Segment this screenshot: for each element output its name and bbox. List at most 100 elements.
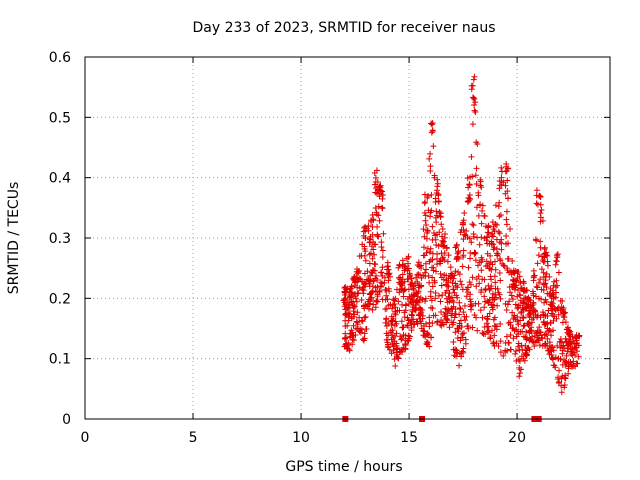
data-point bbox=[542, 296, 549, 303]
data-point bbox=[491, 342, 498, 349]
data-point bbox=[376, 183, 383, 190]
data-point bbox=[541, 246, 548, 253]
data-point bbox=[445, 252, 452, 259]
data-point bbox=[352, 282, 359, 289]
data-point bbox=[374, 277, 381, 284]
data-point bbox=[437, 213, 444, 220]
data-point bbox=[437, 270, 444, 277]
data-point bbox=[467, 255, 474, 262]
data-point bbox=[415, 259, 422, 266]
data-point bbox=[425, 207, 432, 214]
data-point bbox=[357, 329, 364, 336]
data-point bbox=[573, 337, 580, 344]
data-point bbox=[471, 73, 478, 80]
data-point bbox=[483, 258, 490, 265]
data-point bbox=[487, 335, 494, 342]
data-point bbox=[367, 236, 374, 243]
data-point bbox=[560, 312, 567, 319]
data-point bbox=[504, 188, 511, 195]
data-point bbox=[411, 292, 418, 299]
data-point bbox=[532, 330, 539, 337]
data-point bbox=[442, 231, 449, 238]
data-point bbox=[346, 304, 353, 311]
data-point bbox=[477, 201, 484, 208]
data-point bbox=[458, 281, 465, 288]
data-point bbox=[423, 229, 430, 236]
data-point bbox=[409, 304, 416, 311]
data-point bbox=[436, 229, 443, 236]
data-point bbox=[373, 272, 380, 279]
data-point bbox=[345, 314, 352, 321]
data-point bbox=[545, 347, 552, 354]
data-point bbox=[504, 195, 511, 202]
data-point bbox=[383, 316, 390, 323]
data-point bbox=[539, 217, 546, 224]
data-point bbox=[369, 288, 376, 295]
data-point bbox=[503, 216, 510, 223]
data-point bbox=[399, 257, 406, 264]
data-point bbox=[349, 336, 356, 343]
data-point bbox=[358, 297, 365, 304]
data-point bbox=[512, 348, 519, 355]
data-point bbox=[468, 281, 475, 288]
data-point bbox=[472, 99, 479, 106]
data-point bbox=[373, 211, 380, 218]
data-point bbox=[507, 268, 514, 275]
data-point bbox=[421, 209, 428, 216]
data-point bbox=[361, 330, 368, 337]
data-point bbox=[489, 219, 496, 226]
data-point bbox=[402, 266, 409, 273]
data-point bbox=[390, 334, 397, 341]
data-point bbox=[342, 330, 349, 337]
data-point bbox=[350, 311, 357, 318]
data-point bbox=[398, 285, 405, 292]
data-point bbox=[461, 209, 468, 216]
data-point bbox=[514, 305, 521, 312]
data-point bbox=[433, 255, 440, 262]
data-point bbox=[473, 204, 480, 211]
data-point bbox=[510, 335, 517, 342]
data-point bbox=[441, 242, 448, 249]
data-point bbox=[537, 329, 544, 336]
data-point bbox=[350, 298, 357, 305]
data-point bbox=[469, 324, 476, 331]
data-point bbox=[492, 266, 499, 273]
data-point bbox=[373, 297, 380, 304]
data-point bbox=[460, 226, 467, 233]
data-point bbox=[394, 354, 401, 361]
data-point bbox=[471, 102, 478, 109]
data-point bbox=[374, 293, 381, 300]
data-point bbox=[397, 286, 404, 293]
data-point bbox=[366, 300, 373, 307]
data-point bbox=[550, 295, 557, 302]
data-point bbox=[433, 208, 440, 215]
x-tick-label: 20 bbox=[508, 430, 526, 446]
data-point bbox=[490, 339, 497, 346]
data-point bbox=[464, 198, 471, 205]
data-point bbox=[414, 319, 421, 326]
data-point bbox=[523, 336, 530, 343]
data-point bbox=[368, 243, 375, 250]
data-point bbox=[518, 342, 525, 349]
data-point bbox=[414, 262, 421, 269]
data-point bbox=[437, 298, 444, 305]
data-point bbox=[468, 239, 475, 246]
data-point bbox=[500, 262, 507, 269]
data-point bbox=[491, 273, 498, 280]
data-point bbox=[547, 301, 554, 308]
data-point bbox=[413, 289, 420, 296]
data-point bbox=[481, 293, 488, 300]
data-point bbox=[486, 265, 493, 272]
data-point bbox=[390, 347, 397, 354]
data-point bbox=[360, 287, 367, 294]
data-point bbox=[385, 320, 392, 327]
data-point bbox=[477, 307, 484, 314]
data-point bbox=[448, 273, 455, 280]
plot-frame bbox=[84, 56, 611, 420]
data-point bbox=[549, 306, 556, 313]
data-point bbox=[521, 322, 528, 329]
data-point bbox=[458, 353, 465, 360]
data-point bbox=[432, 195, 439, 202]
data-point bbox=[434, 212, 441, 219]
data-point bbox=[496, 269, 503, 276]
